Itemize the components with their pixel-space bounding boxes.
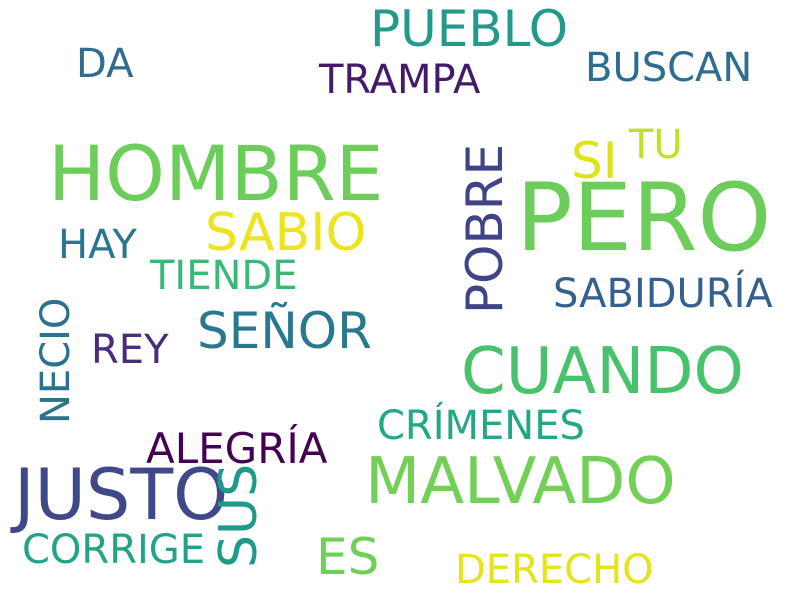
word-rey: REY — [91, 327, 169, 373]
word-pero: PERO — [516, 164, 772, 273]
word-malvado: MALVADO — [365, 445, 676, 519]
word-pobre: POBRE — [456, 143, 514, 314]
word-es: ES — [316, 528, 380, 586]
word-derecho: DERECHO — [455, 547, 654, 593]
word-justo: JUSTO — [14, 454, 229, 536]
word-pueblo: PUEBLO — [370, 0, 569, 58]
word-crimenes: CRÍMENES — [377, 403, 585, 449]
word-senor: SEÑOR — [197, 302, 372, 360]
word-tu: TU — [629, 122, 683, 168]
word-sabiduria: SABIDURÍA — [553, 271, 773, 317]
word-alegria: ALEGRÍA — [146, 424, 328, 473]
word-tiende: TIENDE — [150, 253, 298, 299]
word-hay: HAY — [58, 222, 137, 268]
word-sabio: SABIO — [205, 203, 367, 263]
word-cuando: CUANDO — [461, 335, 744, 409]
word-trampa: TRAMPA — [319, 57, 481, 103]
word-da: DA — [76, 41, 134, 87]
word-si: SI — [571, 132, 618, 190]
word-corrige: CORRIGE — [22, 527, 206, 573]
word-necio: NECIO — [33, 297, 79, 424]
word-sus: SUS — [209, 463, 269, 568]
word-hombre: HOMBRE — [48, 129, 384, 218]
word-buscan: BUSCAN — [585, 45, 753, 91]
